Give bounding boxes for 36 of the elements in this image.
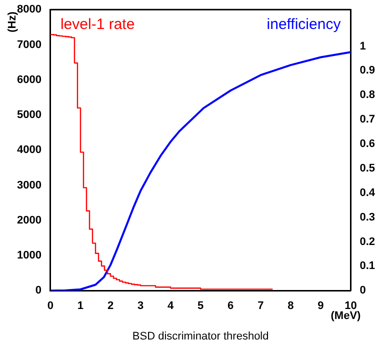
x-tick-label: 5 <box>198 300 204 312</box>
x-tick-label: 4 <box>168 300 175 312</box>
y-tick-label: 8000 <box>16 4 42 16</box>
y-tick-label: 4000 <box>16 144 42 156</box>
y2-tick-label: 0 <box>360 284 366 297</box>
y2-tick-label: 0.1 <box>360 260 376 272</box>
x-tick-label: 0 <box>47 300 54 312</box>
y-tick-label: 7000 <box>16 38 42 51</box>
x-tick-label: 7 <box>258 300 264 312</box>
x-tick-label: 8 <box>288 300 294 312</box>
y2-tick-label: 0.5 <box>360 162 376 174</box>
y-tick-label: 5000 <box>16 109 42 122</box>
x-tick-label: 10 <box>344 300 357 312</box>
x-tick-label: 2 <box>107 300 114 312</box>
y-tick-label: 0 <box>35 284 42 297</box>
series-label: inefficiency <box>266 16 342 34</box>
y2-tick-label: 0.9 <box>360 64 376 77</box>
x-tick-label: 6 <box>228 300 234 312</box>
y-tick-label: 1000 <box>16 250 42 262</box>
y-tick-label: 6000 <box>16 74 42 86</box>
x-tick-label: 3 <box>137 300 144 312</box>
y2-tick-label: 0.6 <box>360 138 376 150</box>
x-tick-label: 9 <box>318 300 324 312</box>
y2-tick-label: 0.2 <box>360 236 376 248</box>
text: (MeV) <box>330 310 362 322</box>
y2-tick-label: 0.3 <box>360 211 376 224</box>
series-label: level-1 rate <box>60 16 135 34</box>
y-tick-label: 3000 <box>16 179 42 192</box>
y2-tick-label: 0.7 <box>360 114 376 126</box>
x-axis-title: BSD discriminator threshold <box>132 330 269 342</box>
y2-tick-label: 0.4 <box>360 186 376 199</box>
y2-tick-label: 1 <box>360 40 366 52</box>
y-axis-title: (Hz) <box>6 11 18 32</box>
y-tick-label: 2000 <box>16 214 42 226</box>
y2-tick-label: 0.8 <box>360 89 376 102</box>
x-tick-label: 1 <box>77 300 84 312</box>
